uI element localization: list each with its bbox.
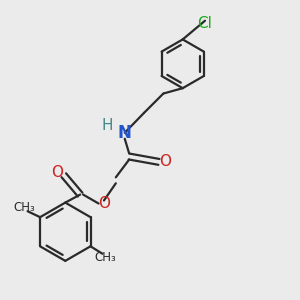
Text: CH₃: CH₃ <box>14 201 35 214</box>
Text: H: H <box>102 118 113 133</box>
Text: O: O <box>159 154 171 169</box>
Text: Cl: Cl <box>197 16 212 31</box>
Text: O: O <box>98 196 110 211</box>
Text: N: N <box>118 124 132 142</box>
Text: O: O <box>51 165 63 180</box>
Text: CH₃: CH₃ <box>94 251 116 264</box>
